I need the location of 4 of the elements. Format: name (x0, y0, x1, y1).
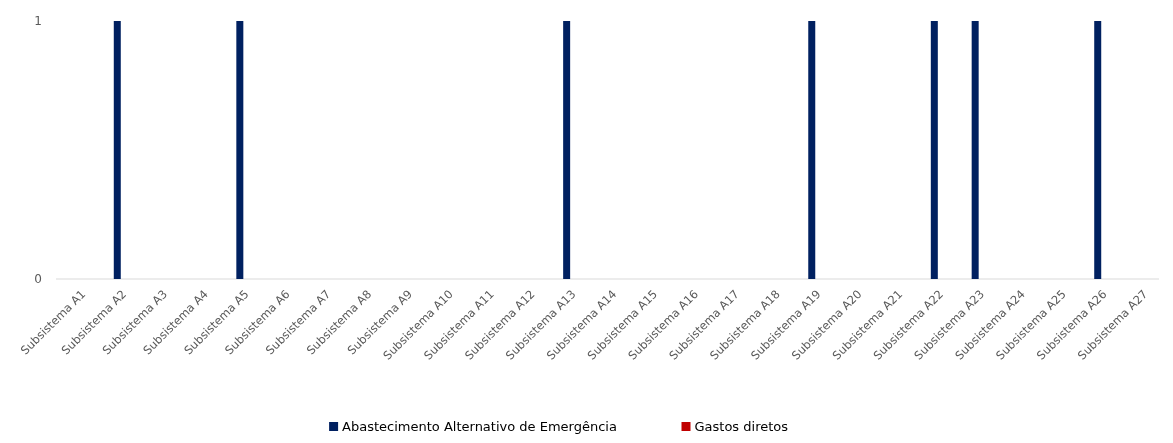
y-tick-label: 0 (34, 272, 42, 287)
legend-label: Abastecimento Alternativo de Emergência (342, 419, 617, 434)
legend-label: Gastos diretos (694, 419, 789, 434)
y-tick-label: 1 (34, 14, 42, 29)
